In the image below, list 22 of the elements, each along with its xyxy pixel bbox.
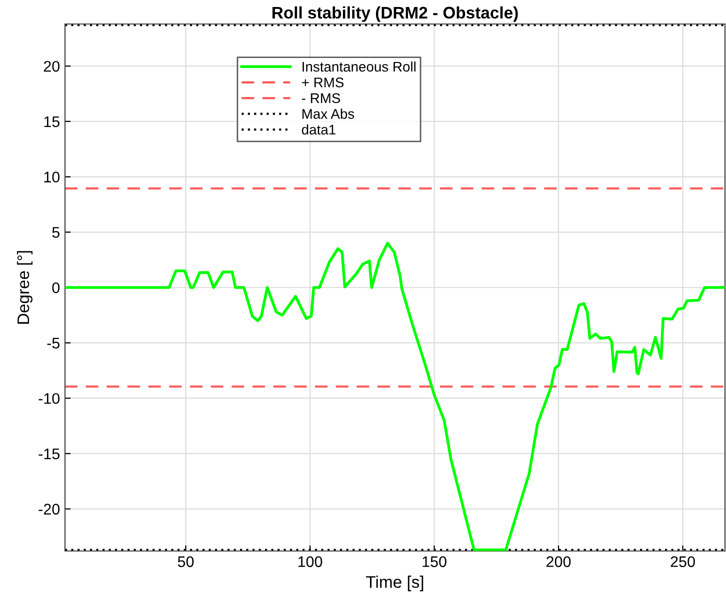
x-tick-label: 50 bbox=[178, 556, 194, 568]
x-tick-label: 150 bbox=[422, 556, 446, 568]
y-tick-label: -5 bbox=[47, 338, 60, 349]
chart-title: Roll stability (DRM2 - Obstacle) bbox=[272, 6, 518, 22]
x-tick-label: 250 bbox=[670, 556, 695, 568]
y-tick-label: 10 bbox=[44, 172, 60, 182]
legend-label: + RMS bbox=[302, 78, 344, 88]
legend-label: Max Abs bbox=[302, 108, 354, 119]
x-tick-label: 100 bbox=[298, 556, 322, 568]
x-tick-label: 200 bbox=[546, 556, 571, 568]
y-tick-label: 5 bbox=[52, 227, 60, 238]
y-tick-label: -15 bbox=[38, 448, 60, 460]
y-tick-label: -10 bbox=[38, 393, 60, 404]
x-axis-title: Time [s] bbox=[366, 576, 424, 592]
y-axis-title: Degree [°] bbox=[16, 251, 33, 324]
y-tick-label: 0 bbox=[52, 282, 60, 294]
legend-label: Instantaneous Roll bbox=[302, 61, 416, 72]
legend-label: - RMS bbox=[302, 93, 340, 104]
legend-label: data1 bbox=[302, 124, 336, 135]
y-tick-label: 15 bbox=[44, 116, 60, 128]
y-tick-label: -20 bbox=[38, 504, 60, 515]
y-tick-label: 20 bbox=[44, 60, 60, 72]
